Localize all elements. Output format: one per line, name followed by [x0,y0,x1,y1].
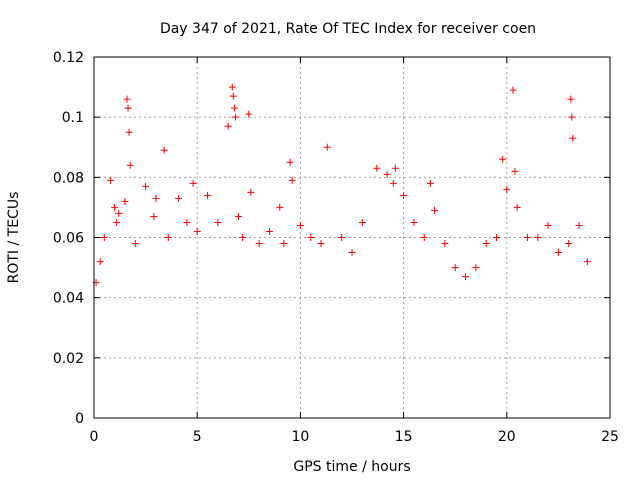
data-point [230,104,238,112]
y-tick-label: 0.04 [53,291,84,307]
data-point [499,155,507,163]
y-tick-label: 0.06 [53,231,84,247]
data-point [234,212,242,220]
data-point [111,203,119,211]
data-point [569,134,577,142]
x-axis-title: GPS time / hours [293,459,410,475]
data-point [125,128,133,136]
data-point [126,161,134,169]
data-point [523,234,531,241]
data-point [189,179,197,187]
data-point [358,218,366,226]
data-point [544,221,552,229]
data-point [400,191,408,199]
data-point [307,234,315,241]
data-point [389,179,397,187]
data-point [286,158,294,166]
data-point [280,240,288,248]
chart-title: Day 347 of 2021, Rate Of TEC Index for r… [160,21,536,37]
y-tick-label: 0.12 [53,50,84,66]
data-point [575,221,583,229]
data-point [265,227,273,235]
data-point [276,203,284,211]
data-point [229,92,237,100]
data-point [142,182,150,190]
data-point [410,218,418,226]
scatter-points [92,83,591,287]
data-point [152,194,160,202]
data-point [509,86,517,94]
x-tick-label: 10 [291,429,309,445]
data-point [296,221,304,229]
data-point [245,110,253,118]
data-point [113,218,121,226]
data-point [131,240,139,248]
x-tick-label: 0 [90,429,99,445]
data-point [451,264,459,272]
data-point [317,240,325,248]
data-point [373,164,381,172]
x-tick-label: 5 [193,429,202,445]
data-point [503,185,511,193]
y-tick-label: 0 [75,411,84,427]
x-tick-label: 15 [395,429,413,445]
data-point [534,234,542,241]
data-point [391,164,399,172]
data-point [121,197,129,205]
data-point [247,188,255,196]
data-point [214,218,222,226]
data-point [420,234,428,241]
data-point [183,218,191,226]
data-point [441,240,449,248]
data-point [426,179,434,187]
axis-ticks: 0 5 10 15 20 25 0 0.02 0.04 0.06 0.08 0.1 0.12 [53,50,619,445]
y-tick-label: 0.1 [62,110,84,126]
data-point [115,209,123,217]
data-point [383,170,391,178]
data-point [288,176,296,184]
data-point [175,194,183,202]
data-point [124,104,132,112]
data-point [583,258,591,266]
data-point [255,240,263,248]
data-point [348,249,356,257]
data-point [492,234,500,241]
data-point [123,95,131,103]
data-point [511,167,519,175]
grid-lines [94,57,610,418]
x-tick-label: 25 [601,429,619,445]
data-point [567,95,575,103]
data-point [107,176,115,184]
data-point [568,113,576,121]
data-point [100,234,108,241]
data-point [204,191,212,199]
data-point [554,249,562,257]
data-point [239,234,247,241]
y-tick-label: 0.02 [53,351,84,367]
data-point [164,234,172,241]
data-point [224,122,232,130]
data-point [472,264,480,272]
data-point [231,113,239,121]
data-point [462,273,470,281]
data-point [193,227,201,235]
data-point [160,146,168,154]
data-point [96,258,104,266]
data-point [513,203,521,211]
data-point [323,143,331,151]
data-point [338,234,346,241]
data-point [150,212,158,220]
y-tick-label: 0.08 [53,170,84,186]
data-point [228,83,236,91]
data-point [431,206,439,214]
data-point [565,240,573,248]
y-axis-title: ROTI / TECUs [6,192,22,284]
x-tick-label: 20 [498,429,516,445]
data-point [482,240,490,248]
